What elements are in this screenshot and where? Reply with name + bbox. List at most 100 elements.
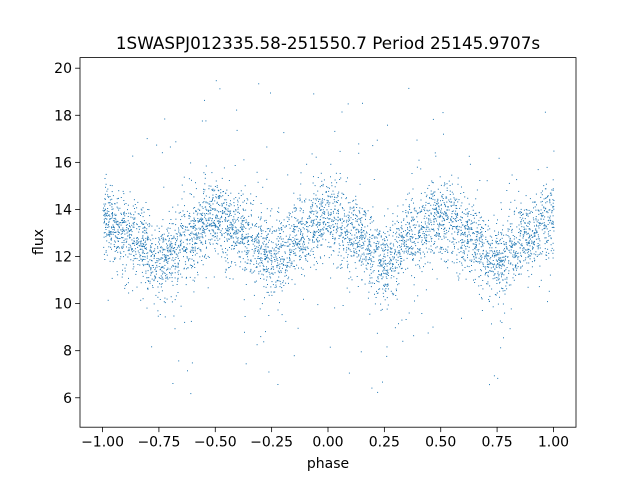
data-point	[257, 250, 259, 252]
data-point	[367, 262, 369, 264]
data-point	[369, 253, 371, 254]
data-point	[535, 219, 537, 221]
data-point	[324, 255, 325, 257]
data-point	[171, 253, 173, 255]
data-point	[157, 286, 159, 288]
data-point	[281, 314, 283, 316]
data-point	[199, 256, 201, 258]
data-point	[507, 220, 509, 222]
data-point	[423, 235, 425, 237]
data-point	[392, 220, 394, 222]
data-point	[256, 238, 258, 240]
data-point	[312, 239, 313, 241]
data-point	[293, 228, 295, 230]
data-point	[255, 267, 257, 268]
data-point	[183, 214, 185, 216]
data-point	[446, 218, 448, 220]
data-point	[152, 253, 154, 255]
data-point	[270, 272, 272, 274]
data-point	[384, 249, 386, 251]
data-point	[549, 200, 551, 202]
data-point	[450, 219, 452, 221]
data-point	[194, 242, 196, 244]
data-point	[544, 216, 546, 218]
data-point	[440, 215, 442, 217]
data-point	[125, 224, 127, 226]
data-point	[334, 239, 336, 241]
data-point	[218, 228, 220, 230]
data-point	[325, 223, 327, 225]
data-point	[437, 188, 439, 190]
data-point	[108, 196, 110, 198]
data-point	[147, 280, 149, 281]
data-point	[552, 252, 554, 254]
data-point	[425, 234, 427, 236]
data-point	[255, 250, 256, 252]
data-point	[552, 223, 554, 225]
data-point	[431, 240, 432, 242]
data-point	[201, 241, 203, 243]
data-point	[513, 273, 515, 275]
data-point	[448, 180, 450, 182]
data-point	[319, 209, 321, 211]
data-point	[224, 236, 226, 238]
data-point	[476, 253, 478, 255]
data-point	[289, 253, 291, 255]
data-point	[170, 241, 172, 243]
data-point	[104, 232, 106, 233]
data-point	[518, 273, 520, 275]
data-point	[460, 234, 462, 236]
data-point	[491, 242, 493, 244]
data-point	[426, 251, 428, 253]
data-point	[422, 206, 424, 208]
data-point	[527, 256, 529, 257]
data-point	[408, 223, 410, 225]
data-point	[361, 261, 363, 263]
data-point	[127, 216, 129, 217]
data-point	[336, 212, 338, 214]
data-point	[310, 266, 312, 268]
data-point	[192, 255, 194, 256]
data-point	[341, 225, 343, 227]
data-point	[516, 255, 518, 257]
data-point	[392, 231, 394, 233]
data-point	[142, 263, 144, 265]
data-point	[290, 251, 292, 253]
data-point	[370, 286, 372, 288]
data-point	[405, 248, 407, 250]
data-point	[113, 219, 115, 221]
data-point	[480, 285, 482, 286]
data-point	[163, 267, 165, 269]
data-point	[466, 245, 468, 247]
data-point	[552, 221, 554, 223]
data-point	[229, 214, 230, 216]
data-point	[149, 224, 151, 226]
data-point	[271, 266, 273, 268]
data-point	[526, 252, 528, 254]
data-point	[513, 257, 515, 259]
data-point	[466, 208, 468, 210]
data-point	[226, 189, 228, 191]
data-point	[212, 235, 214, 236]
data-point	[529, 212, 531, 214]
data-point	[400, 268, 402, 270]
data-point	[214, 248, 216, 250]
data-point	[478, 237, 480, 239]
data-point	[470, 228, 472, 230]
data-point	[145, 237, 147, 239]
data-point	[428, 248, 430, 250]
data-point	[430, 193, 432, 195]
data-point	[316, 212, 318, 214]
data-point	[525, 212, 527, 214]
data-point	[441, 224, 443, 226]
data-point	[299, 258, 301, 260]
data-point	[229, 227, 231, 229]
data-point	[337, 220, 339, 222]
data-point	[490, 267, 492, 269]
data-point	[394, 239, 396, 240]
data-point	[319, 230, 321, 232]
data-point	[277, 262, 279, 264]
data-point	[225, 199, 227, 201]
data-point	[131, 249, 133, 251]
data-point	[255, 247, 257, 249]
